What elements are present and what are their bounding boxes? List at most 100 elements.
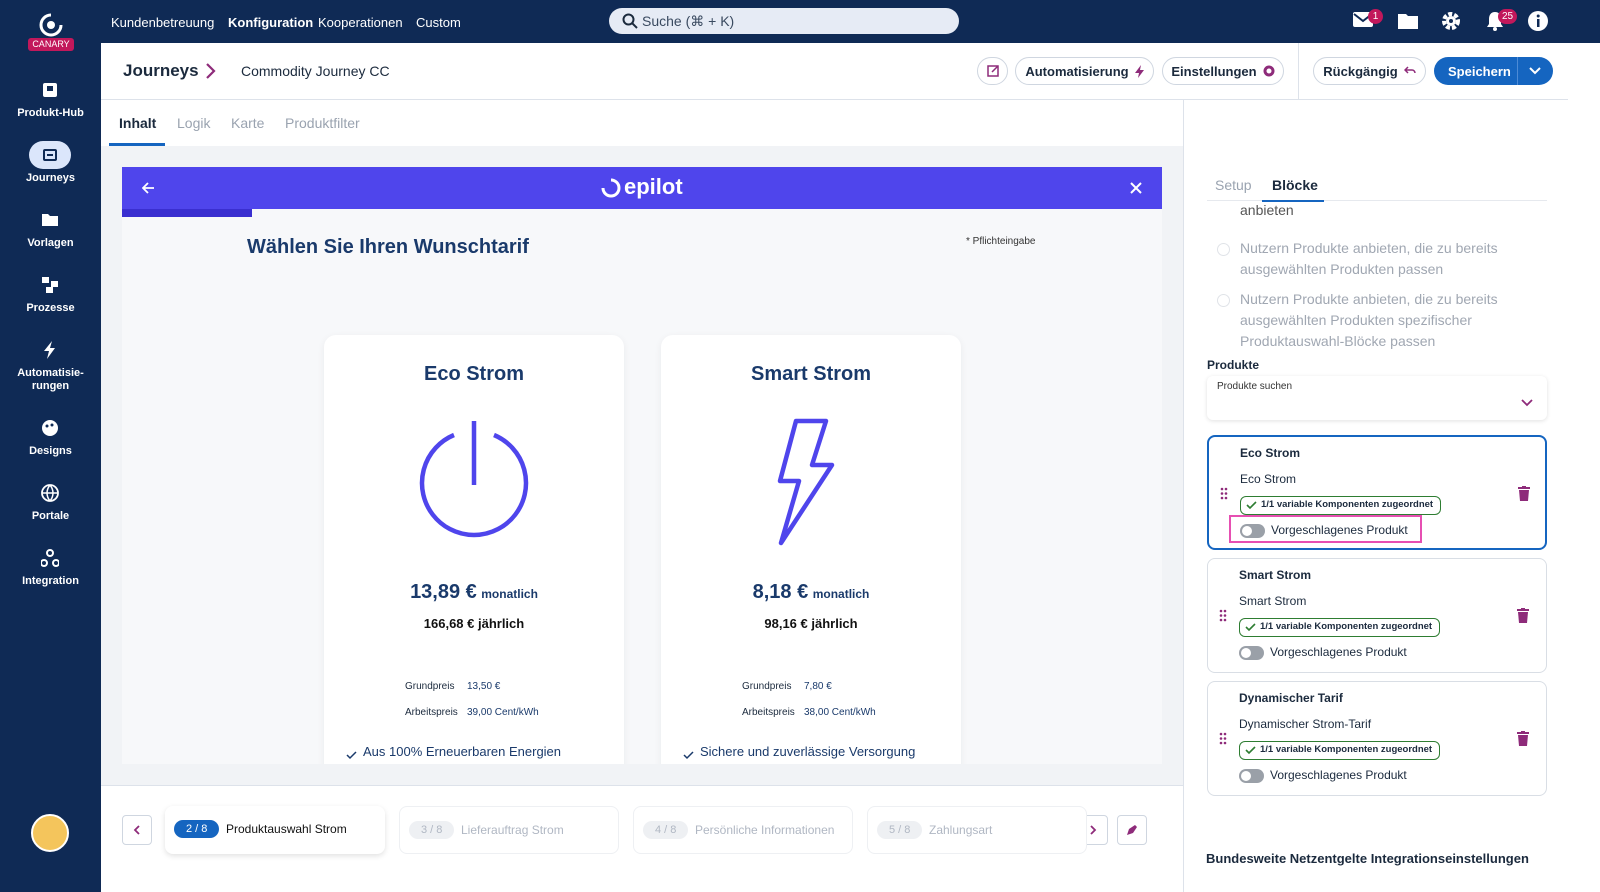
delete-icon[interactable]	[1517, 731, 1529, 746]
close-icon[interactable]	[1130, 182, 1142, 194]
automation-button[interactable]: Automatisierung	[1015, 57, 1154, 85]
base-label: Grundpreis	[742, 681, 792, 692]
drag-handle[interactable]	[1220, 487, 1228, 500]
nav-icon[interactable]	[41, 341, 59, 359]
badge-check	[1245, 745, 1256, 755]
option-radio[interactable]	[1217, 294, 1230, 307]
cut-text: anbieten	[1240, 202, 1294, 218]
canvas-area: epilot Wählen Sie Ihren Wunschtarif * Pf…	[101, 146, 1183, 785]
card-icon	[419, 415, 531, 550]
nav-label[interactable]: Automatisie- rungen	[17, 367, 84, 392]
tab[interactable]: Karte	[231, 115, 265, 131]
dropdown-icon-svg	[1521, 399, 1533, 407]
breadcrumb[interactable]: Journeys	[123, 61, 199, 80]
product-card[interactable]: Eco Strom 13,89 € monatlich 166,68 € jährl…	[324, 335, 624, 764]
option-radio[interactable]	[1217, 243, 1230, 256]
undo-icon	[1403, 66, 1416, 74]
component-badge: 1/1 variable Komponenten zugeordnet	[1240, 496, 1442, 515]
nav-icon[interactable]	[41, 484, 59, 502]
info-icon[interactable]	[1528, 11, 1548, 31]
header: Journeys Commodity Journey CC Automatisi…	[101, 43, 1568, 100]
step[interactable]: 5 / 8 Zahlungsart	[867, 806, 1087, 854]
step-index: 3 / 8	[409, 821, 455, 839]
section-title: Bundesweite Netzentgelte Integrationsein…	[1206, 851, 1529, 866]
product-title: Smart Strom	[1239, 568, 1312, 582]
nav-label[interactable]: Designs	[29, 445, 72, 457]
step[interactable]: 3 / 8 Lieferauftrag Strom	[399, 806, 619, 854]
top-link[interactable]: Custom	[416, 15, 461, 30]
nav-icon[interactable]	[41, 276, 59, 294]
step-label: Persönliche Informationen	[695, 823, 835, 837]
drag-handle[interactable]	[1219, 732, 1227, 745]
product-search[interactable]: Produkte suchen	[1207, 376, 1547, 420]
tab[interactable]: Logik	[177, 115, 211, 131]
tabs: Inhalt Logik Karte Produktfilter	[101, 100, 1183, 146]
delete-icon-svg	[1517, 731, 1529, 746]
drag-handle-svg	[1219, 609, 1227, 622]
nav-icon[interactable]	[41, 146, 59, 164]
step[interactable]: 2 / 8 Produktauswahl Strom	[165, 806, 385, 854]
work-price: 38,00 Cent/kWh	[804, 707, 876, 718]
nav-label[interactable]: Produkt-Hub	[17, 107, 84, 119]
nav-icon-svg	[44, 341, 55, 359]
product-title: Eco Strom	[1240, 446, 1301, 460]
drag-handle-svg	[1220, 487, 1228, 500]
open-icon	[986, 65, 999, 77]
toggle-label: Vorgeschlagenes Produkt	[1271, 523, 1408, 537]
delete-icon[interactable]	[1517, 608, 1529, 623]
settings-label: Einstellungen	[1171, 63, 1257, 79]
search-box[interactable]: Suche (⌘ + K)	[609, 8, 959, 34]
save-button[interactable]: Speichern	[1434, 57, 1553, 85]
product-item[interactable]: Dynamischer Tarif Dynamischer Strom-Tarif…	[1207, 681, 1547, 796]
back-arrow[interactable]	[142, 182, 154, 194]
nav-label[interactable]: Portale	[31, 510, 70, 522]
nav-label[interactable]: Integration	[22, 575, 79, 587]
undo-button[interactable]: Rückgängig	[1313, 57, 1426, 85]
nav-label[interactable]: Prozesse	[26, 302, 75, 314]
undo-label: Rückgängig	[1323, 63, 1398, 79]
search-icon	[622, 13, 638, 29]
nav-icon-svg	[43, 83, 57, 97]
base-price: 7,80 €	[804, 681, 832, 692]
preview-title: Wählen Sie Ihren Wunschtarif	[247, 236, 529, 258]
top-link[interactable]: Kooperationen	[318, 15, 403, 30]
panel-tab-underline	[1262, 200, 1324, 202]
product-card[interactable]: Smart Strom 8,18 € monatlich 98,16 € jährl…	[661, 335, 961, 764]
dropdown-icon	[1521, 394, 1533, 407]
prev-icon	[133, 825, 140, 835]
check-icon-svg	[683, 751, 694, 760]
logo-icon	[39, 13, 63, 37]
nav-icon[interactable]	[41, 81, 59, 99]
top-link[interactable]: Konfiguration	[228, 15, 314, 30]
step[interactable]: 4 / 8 Persönliche Informationen	[633, 806, 853, 854]
product-item[interactable]: Eco Strom Eco Strom 1/1 variable Komponent…	[1207, 435, 1547, 550]
nav-icon[interactable]	[41, 211, 59, 229]
top-bar: Suche (⌘ + K) 1 25 Kundenbetreuung Konfig…	[101, 0, 1600, 43]
folder-icon[interactable]	[1398, 12, 1418, 29]
nav-icon[interactable]	[40, 549, 60, 567]
step-edit[interactable]	[1117, 815, 1147, 845]
nav-label[interactable]: Vorlagen	[27, 237, 74, 249]
open-button[interactable]	[977, 57, 1008, 85]
settings-button[interactable]: Einstellungen	[1162, 57, 1284, 85]
tab[interactable]: Inhalt	[119, 115, 157, 131]
tab-underline	[109, 143, 165, 146]
epilot-icon	[601, 178, 621, 198]
panel-tab[interactable]: Blöcke	[1272, 177, 1318, 193]
step-prev[interactable]	[122, 815, 152, 845]
check-icon	[346, 747, 357, 760]
delete-icon[interactable]	[1518, 486, 1530, 501]
product-item[interactable]: Smart Strom Smart Strom 1/1 variable Kompo…	[1207, 558, 1547, 673]
avatar[interactable]	[31, 814, 69, 852]
journey-preview: epilot Wählen Sie Ihren Wunschtarif * Pf…	[122, 167, 1162, 764]
nav-icon[interactable]	[41, 419, 59, 437]
nav-label[interactable]: Journeys	[26, 172, 75, 184]
toggle-knob	[1241, 648, 1251, 658]
save-dropdown[interactable]	[1529, 67, 1541, 75]
panel-tab[interactable]: Setup	[1215, 177, 1252, 193]
top-link[interactable]: Kundenbetreuung	[111, 15, 215, 30]
settings-icon[interactable]	[1441, 11, 1461, 31]
tab[interactable]: Produktfilter	[285, 115, 360, 131]
drag-handle[interactable]	[1219, 609, 1227, 622]
